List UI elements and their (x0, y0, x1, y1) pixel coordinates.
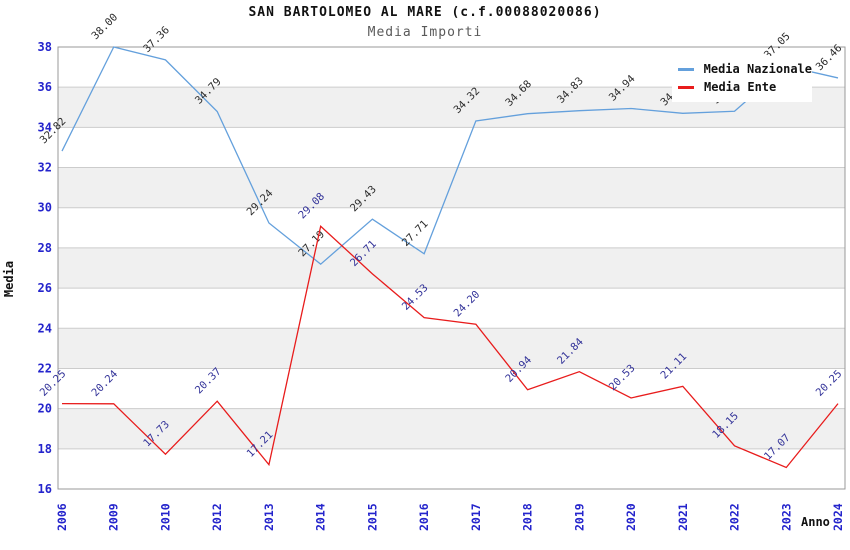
x-tick-label: 2014 (314, 503, 328, 531)
y-tick-label: 38 (38, 40, 52, 54)
chart-subtitle: Media Importi (367, 25, 483, 40)
y-tick-label: 32 (38, 161, 52, 175)
plot-band (58, 167, 845, 208)
plot-band (58, 247, 845, 289)
x-tick-label: 2018 (521, 503, 535, 531)
x-tick-label: 2019 (572, 503, 586, 531)
legend-label-media-nazionale: Media Nazionale (703, 62, 812, 76)
y-tick-label: 36 (38, 80, 52, 94)
x-tick-label: 2012 (210, 503, 224, 531)
legend-label-media-ente: Media Ente (704, 80, 777, 94)
y-tick-label: 20 (38, 402, 52, 416)
x-tick-label: 2006 (55, 503, 69, 531)
x-tick-label: 2022 (728, 503, 742, 531)
x-tick-label: 2009 (107, 503, 121, 531)
series-line-media-ente (61, 224, 839, 469)
x-tick-label: 2024 (831, 503, 845, 531)
x-tick-label: 2017 (469, 503, 483, 531)
plot-band (58, 408, 845, 449)
value-label-media-ente: 20.24 (89, 368, 120, 399)
y-axis-title: Media (2, 260, 16, 298)
legend-item-media-nazionale: Media Nazionale (678, 60, 812, 78)
x-tick-label: 2021 (676, 503, 690, 531)
x-axis-title: Anno (801, 515, 830, 529)
legend-item-media-ente: Media Ente (678, 78, 812, 96)
y-tick-label: 34 (38, 120, 52, 134)
legend: Media Nazionale Media Ente (672, 56, 812, 102)
x-tick-label: 2010 (158, 503, 172, 531)
plot-band (58, 328, 845, 369)
y-tick-label: 28 (38, 241, 52, 255)
y-tick-label: 22 (38, 361, 52, 375)
x-tick-label: 2023 (779, 503, 793, 531)
blue-line-swatch (678, 67, 694, 71)
x-tick-label: 2016 (417, 503, 431, 531)
x-tick-label: 2020 (624, 503, 638, 531)
y-tick-label: 18 (38, 442, 52, 456)
x-tick-label: 2013 (262, 503, 276, 531)
value-label-media-ente: 20.37 (193, 365, 224, 396)
chart-title: SAN BARTOLOMEO AL MARE (c.f.00088020086) (248, 5, 602, 20)
series-line-media-nazionale (61, 46, 839, 266)
y-tick-label: 30 (38, 201, 52, 215)
value-label-media-ente: 20.25 (814, 368, 845, 399)
plot-border (57, 46, 846, 490)
y-tick-label: 24 (38, 321, 52, 335)
x-tick-label: 2015 (365, 503, 379, 531)
value-label-media-nazionale: 27.71 (400, 218, 431, 249)
y-tick-label: 16 (38, 482, 52, 496)
y-tick-label: 26 (38, 281, 52, 295)
value-label-media-ente: 24.20 (452, 289, 483, 320)
red-line-swatch (678, 85, 694, 89)
